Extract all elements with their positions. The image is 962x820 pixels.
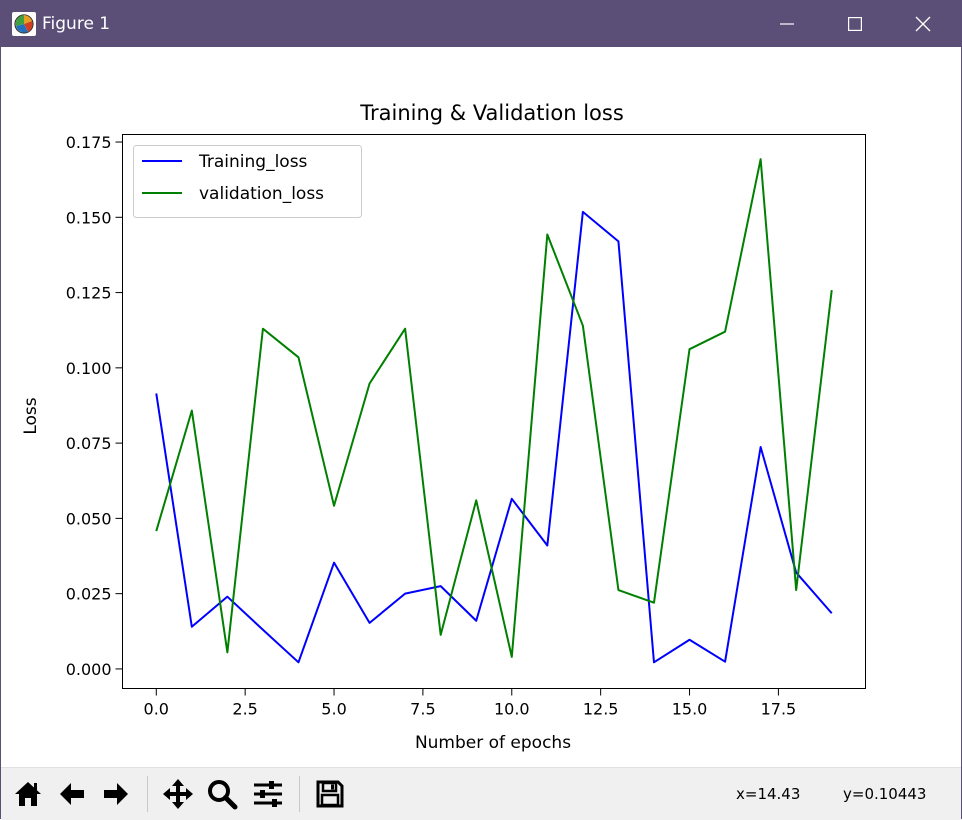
y-tick-label: 0.075	[66, 434, 112, 453]
x-tick-label: 2.5	[232, 700, 257, 719]
toolbar-separator	[299, 776, 300, 812]
figure-app-icon	[12, 12, 36, 36]
cursor-x-readout: x=14.43	[736, 785, 801, 803]
close-button[interactable]	[900, 1, 946, 47]
save-button[interactable]	[311, 774, 349, 814]
series-line-training-loss	[155, 210, 833, 664]
home-button[interactable]	[9, 774, 47, 814]
pan-button[interactable]	[159, 774, 197, 814]
window-title: Figure 1	[42, 14, 111, 34]
y-tick-label: 0.000	[66, 660, 112, 679]
y-tick-label: 0.175	[66, 133, 112, 152]
pan-icon	[163, 779, 193, 809]
legend-box	[133, 145, 362, 218]
legend-label-validation-loss: validation_loss	[199, 184, 324, 204]
home-icon	[15, 782, 41, 806]
legend: Training_loss validation_loss	[133, 145, 362, 218]
x-tick-label: 12.5	[583, 700, 619, 719]
figure-canvas[interactable]: Training & Validation loss 0.000 0.025 0.0…	[1, 47, 961, 767]
y-axis: 0.000 0.025 0.050 0.075 0.100 0.125 0.150 0.175	[66, 133, 123, 679]
cursor-y-readout: y=0.10443	[843, 785, 927, 803]
back-button[interactable]	[53, 774, 91, 814]
legend-label-training-loss: Training_loss	[198, 152, 308, 172]
y-tick-label: 0.125	[66, 284, 112, 303]
x-tick-label: 7.5	[410, 700, 435, 719]
zoom-icon	[208, 780, 238, 810]
configure-subplots-icon	[254, 781, 282, 807]
save-icon	[316, 780, 344, 808]
x-tick-label: 15.0	[672, 700, 708, 719]
forward-arrow-icon	[104, 783, 128, 805]
configure-subplots-button[interactable]	[249, 774, 287, 814]
x-axis: 0.0 2.5 5.0 7.5 10.0 12.5 15.0 17.5	[144, 688, 797, 719]
x-axis-label: Number of epochs	[415, 733, 571, 753]
y-tick-label: 0.150	[66, 208, 112, 227]
y-axis-label: Loss	[21, 397, 41, 434]
maximize-button[interactable]	[832, 1, 878, 47]
y-tick-label: 0.025	[66, 585, 112, 604]
series-line-validation-loss	[155, 158, 833, 658]
x-tick-label: 5.0	[321, 700, 346, 719]
toolbar-separator	[147, 776, 148, 812]
minimize-button[interactable]	[764, 1, 810, 47]
loss-chart: Training & Validation loss 0.0000.0250.0…	[21, 101, 866, 753]
forward-button[interactable]	[97, 774, 135, 814]
y-tick-label: 0.100	[66, 359, 112, 378]
x-tick-label: 17.5	[761, 700, 797, 719]
x-tick-label: 0.0	[144, 700, 169, 719]
x-tick-label: 10.0	[494, 700, 530, 719]
back-arrow-icon	[60, 783, 84, 805]
plot-area	[122, 134, 866, 689]
zoom-button[interactable]	[203, 774, 241, 814]
minimize-icon	[780, 23, 794, 25]
navigation-toolbar: x=14.43 y=0.10443	[1, 767, 961, 820]
series-layer	[155, 158, 833, 664]
maximize-icon	[848, 17, 862, 31]
title-bar[interactable]: Figure 1	[1, 1, 961, 47]
y-tick-label: 0.050	[66, 509, 112, 528]
close-icon	[915, 16, 931, 32]
chart-title: Training & Validation loss	[359, 101, 624, 125]
